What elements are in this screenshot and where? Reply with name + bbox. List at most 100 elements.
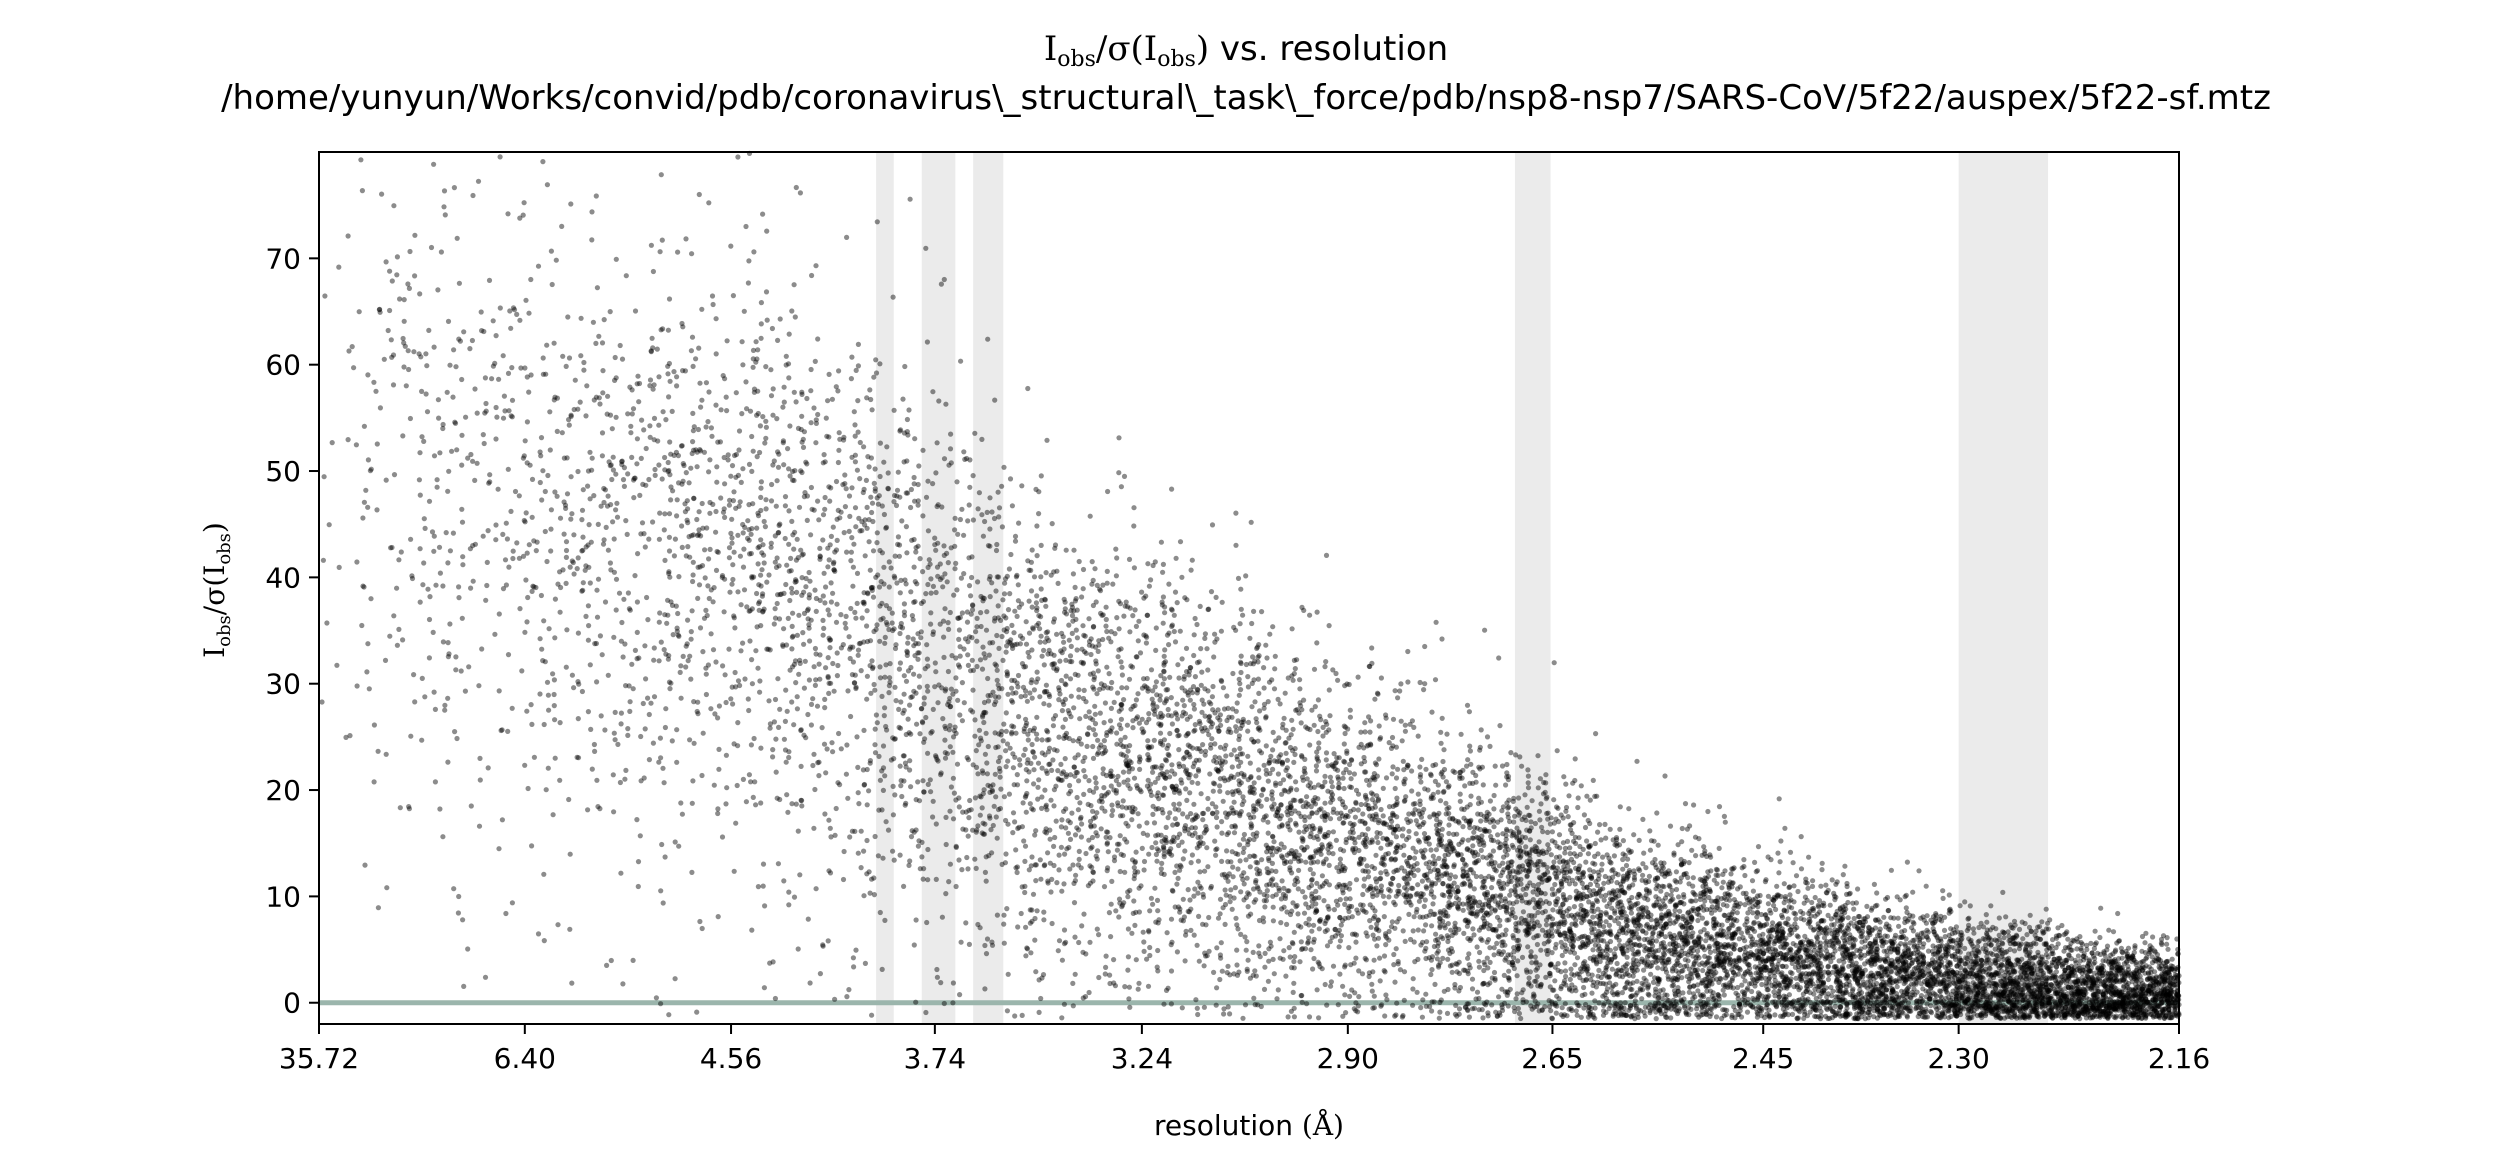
data-point [1259, 792, 1265, 798]
data-point [1504, 761, 1510, 768]
data-point [1311, 722, 1317, 728]
data-point [320, 557, 326, 563]
data-point [435, 287, 441, 293]
data-point [1270, 956, 1276, 963]
data-point [750, 448, 756, 454]
data-point [486, 277, 493, 283]
data-point [1174, 881, 1180, 887]
data-point [563, 554, 570, 561]
data-point [1074, 647, 1080, 653]
data-point [1898, 1001, 1904, 1007]
data-point [1446, 783, 1452, 789]
data-point [1126, 676, 1133, 682]
data-point [1281, 858, 1287, 864]
data-point [490, 363, 496, 369]
data-point [1770, 920, 1776, 926]
data-point [950, 1000, 956, 1006]
data-point [990, 782, 996, 788]
data-point [614, 500, 620, 506]
data-point [1230, 864, 1236, 870]
data-point [1518, 839, 1524, 845]
data-point [1555, 888, 1561, 894]
data-point [1525, 767, 1531, 773]
data-point [685, 658, 691, 664]
data-point [1219, 968, 1225, 974]
data-point [838, 612, 844, 618]
data-point [679, 523, 685, 529]
data-point [2123, 1000, 2129, 1006]
data-point [1261, 986, 1268, 993]
data-point [1499, 1007, 1506, 1014]
data-point [1655, 1000, 1661, 1006]
data-point [1240, 612, 1246, 618]
data-point [996, 694, 1002, 700]
data-point [733, 820, 739, 826]
data-point [354, 683, 360, 689]
data-point [1318, 717, 1324, 723]
data-point [653, 995, 660, 1001]
data-point [749, 927, 755, 933]
data-point [957, 712, 963, 718]
data-point [1598, 837, 1604, 843]
data-point [879, 966, 885, 973]
data-point [1233, 510, 1239, 516]
data-point [928, 610, 934, 616]
data-point [925, 750, 931, 756]
data-point [541, 618, 547, 624]
data-point [1858, 946, 1864, 952]
data-point [353, 442, 359, 448]
data-point [822, 494, 828, 501]
data-point [1520, 909, 1526, 915]
data-point [1191, 652, 1197, 659]
data-point [2106, 927, 2112, 933]
data-point [459, 506, 465, 512]
data-point [1611, 853, 1617, 859]
data-point [1125, 762, 1131, 769]
data-point [783, 759, 789, 765]
data-point [1205, 806, 1211, 812]
data-point [1030, 728, 1037, 734]
data-point [611, 730, 617, 736]
data-point [446, 651, 452, 657]
data-point [1882, 957, 1888, 963]
data-point [1301, 910, 1308, 916]
data-point [2060, 961, 2066, 967]
data-point [1277, 936, 1283, 942]
data-point [1246, 812, 1252, 818]
data-point [1735, 992, 1741, 998]
data-point [1011, 630, 1017, 636]
data-point [739, 411, 745, 417]
data-point [1765, 901, 1771, 907]
data-point [2065, 936, 2071, 942]
data-point [675, 249, 681, 255]
data-point [1056, 938, 1063, 944]
data-point [1879, 939, 1885, 945]
data-point [643, 445, 649, 452]
data-point [1862, 995, 1868, 1001]
data-point [1153, 840, 1159, 846]
data-point [1662, 966, 1669, 972]
data-point [992, 397, 998, 403]
data-point [1553, 1010, 1559, 1016]
data-point [618, 710, 625, 716]
data-point [1543, 922, 1550, 928]
data-point [959, 718, 966, 724]
data-point [974, 663, 980, 670]
data-point [1923, 883, 1929, 889]
data-point [1406, 828, 1412, 834]
data-point [1088, 824, 1094, 830]
data-point [1848, 955, 1854, 962]
data-point [1481, 878, 1487, 884]
data-point [975, 771, 981, 777]
data-point [1063, 825, 1069, 831]
data-point [1731, 970, 1737, 976]
data-point [1675, 974, 1681, 980]
data-point [1466, 1014, 1472, 1020]
data-point [849, 485, 855, 491]
data-point [749, 575, 755, 581]
data-point [656, 759, 662, 765]
data-point [907, 758, 913, 764]
data-point [2160, 986, 2166, 992]
data-point [602, 487, 609, 493]
data-point [874, 622, 880, 628]
